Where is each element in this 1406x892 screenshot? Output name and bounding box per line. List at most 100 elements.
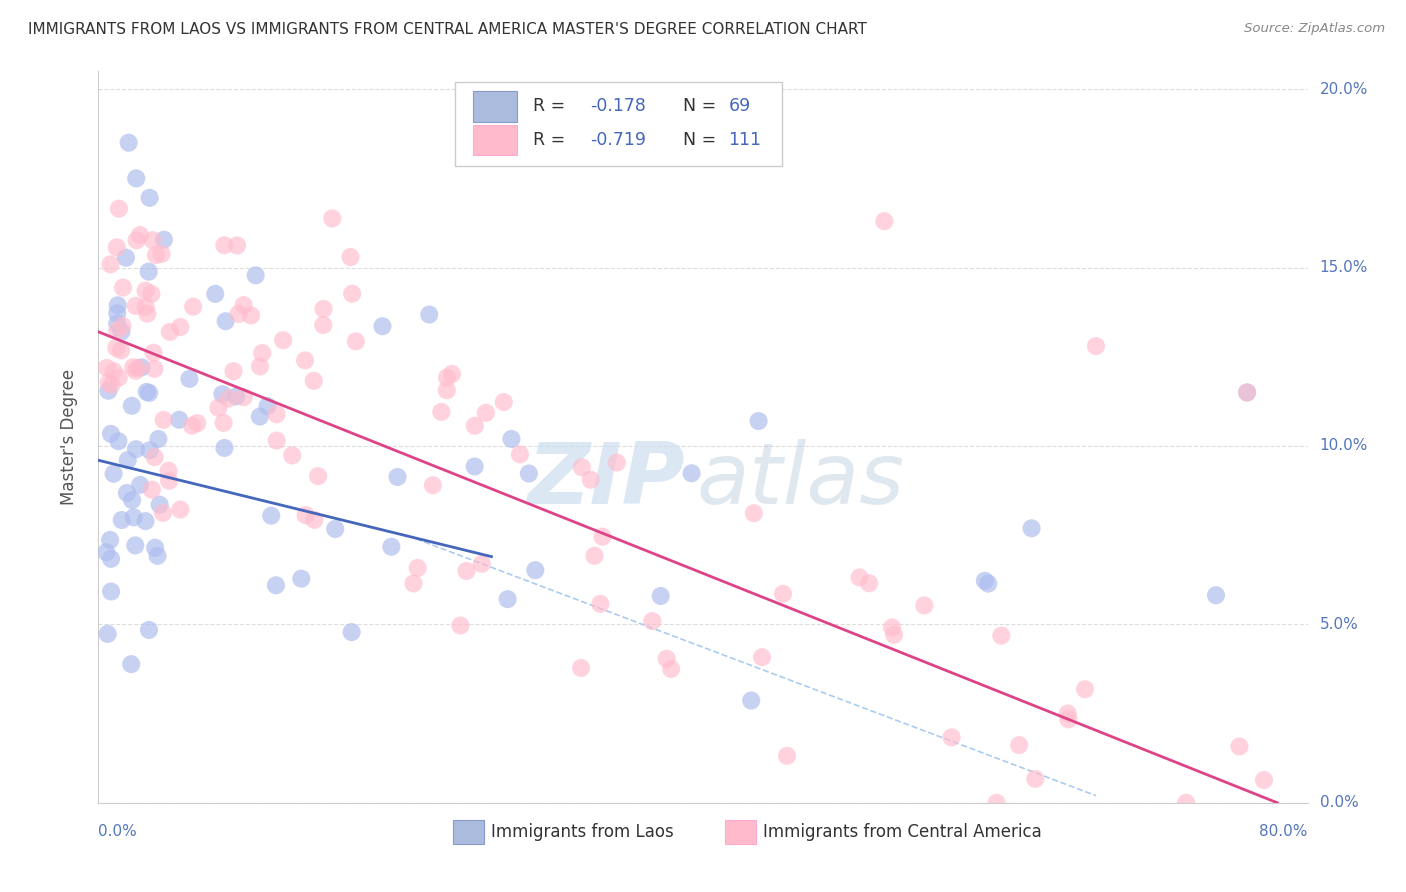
Point xyxy=(127,360,149,375)
Point xyxy=(422,478,444,492)
Point xyxy=(264,578,287,592)
Point xyxy=(138,385,160,400)
Point xyxy=(138,191,160,205)
FancyBboxPatch shape xyxy=(453,820,484,845)
Point xyxy=(436,370,458,384)
Point xyxy=(302,374,325,388)
Point xyxy=(121,493,143,508)
Point xyxy=(103,364,125,378)
Point xyxy=(226,238,249,252)
Point xyxy=(312,301,335,316)
Point xyxy=(125,442,148,457)
Point xyxy=(97,627,120,641)
Point xyxy=(134,514,156,528)
Point xyxy=(436,383,458,397)
Point xyxy=(256,399,278,413)
Point xyxy=(150,247,173,261)
Point xyxy=(149,498,172,512)
Point xyxy=(271,333,294,347)
Point xyxy=(524,563,547,577)
Text: -0.178: -0.178 xyxy=(591,97,647,115)
Point xyxy=(157,464,180,478)
Point xyxy=(135,384,157,399)
Point xyxy=(1074,682,1097,697)
Point xyxy=(124,538,146,552)
Point xyxy=(153,233,176,247)
Text: 80.0%: 80.0% xyxy=(1260,823,1308,838)
Point xyxy=(222,364,245,378)
Point xyxy=(143,450,166,464)
Point xyxy=(1253,772,1275,787)
Point xyxy=(111,513,134,527)
Text: atlas: atlas xyxy=(697,440,905,523)
FancyBboxPatch shape xyxy=(724,820,756,845)
Point xyxy=(1205,588,1227,602)
Point xyxy=(110,325,132,339)
Text: 69: 69 xyxy=(728,97,751,115)
Text: 0.0%: 0.0% xyxy=(98,823,138,838)
Point xyxy=(103,467,125,481)
Text: R =: R = xyxy=(533,131,571,149)
Point xyxy=(169,320,191,334)
Point xyxy=(136,307,159,321)
Point xyxy=(100,426,122,441)
Text: ZIP: ZIP xyxy=(527,440,685,523)
Point xyxy=(169,502,191,516)
Point xyxy=(858,576,880,591)
Point xyxy=(135,284,157,298)
Point xyxy=(105,324,128,338)
Point xyxy=(290,572,312,586)
Point xyxy=(1085,339,1108,353)
Point xyxy=(100,551,122,566)
Point xyxy=(96,360,118,375)
Text: Immigrants from Laos: Immigrants from Laos xyxy=(492,823,673,841)
Text: 10.0%: 10.0% xyxy=(1320,439,1368,453)
Point xyxy=(232,390,254,404)
Point xyxy=(492,395,515,409)
Point xyxy=(380,540,402,554)
Point xyxy=(138,623,160,637)
Point xyxy=(655,652,678,666)
Point xyxy=(111,318,134,333)
Point xyxy=(387,470,409,484)
Point xyxy=(776,748,799,763)
Point xyxy=(107,434,129,449)
Point xyxy=(129,478,152,492)
Point xyxy=(152,506,174,520)
FancyBboxPatch shape xyxy=(474,125,517,155)
Point xyxy=(148,432,170,446)
Point xyxy=(340,625,363,640)
Text: N =: N = xyxy=(672,97,721,115)
Point xyxy=(579,473,602,487)
Point xyxy=(430,405,453,419)
Y-axis label: Master's Degree: Master's Degree xyxy=(59,369,77,505)
Point xyxy=(111,280,134,294)
Point xyxy=(225,389,247,403)
Point xyxy=(589,597,612,611)
Point xyxy=(772,587,794,601)
Point xyxy=(501,432,523,446)
Text: 0.0%: 0.0% xyxy=(1320,796,1358,810)
Point xyxy=(214,314,236,328)
Point xyxy=(139,443,162,458)
Point xyxy=(204,286,226,301)
Point xyxy=(179,372,201,386)
Point xyxy=(131,360,153,375)
Point xyxy=(207,401,229,415)
Point xyxy=(973,574,995,588)
Point xyxy=(402,576,425,591)
Point xyxy=(107,370,129,384)
Point xyxy=(124,299,146,313)
Point xyxy=(122,510,145,524)
Point xyxy=(659,662,682,676)
Point xyxy=(181,418,204,433)
Point xyxy=(228,307,250,321)
Point xyxy=(748,414,770,428)
Point xyxy=(129,228,152,243)
Point xyxy=(159,325,181,339)
Point xyxy=(266,407,288,421)
Point xyxy=(1056,706,1078,721)
Point xyxy=(146,549,169,563)
Text: Immigrants from Central America: Immigrants from Central America xyxy=(763,823,1042,841)
Point xyxy=(218,392,240,406)
